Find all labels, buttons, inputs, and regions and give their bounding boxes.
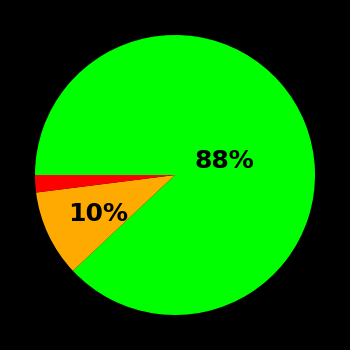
- Wedge shape: [36, 175, 175, 271]
- Text: 10%: 10%: [68, 202, 128, 226]
- Wedge shape: [35, 175, 175, 192]
- Wedge shape: [35, 35, 315, 315]
- Text: 88%: 88%: [194, 149, 254, 173]
